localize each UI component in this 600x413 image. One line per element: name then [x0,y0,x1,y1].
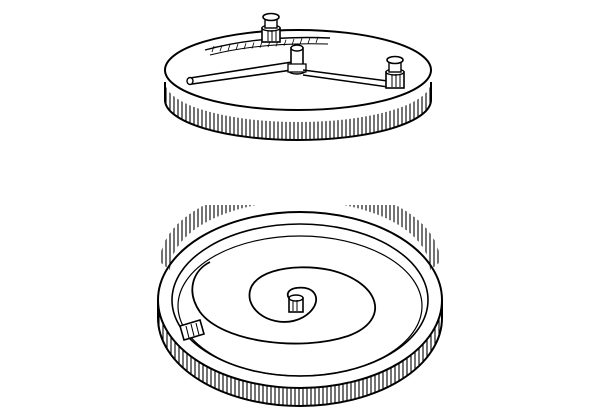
center-post [288,294,304,313]
strip-hatch-line [219,45,223,52]
strip-hatch-line [211,45,215,53]
binding-post-left [261,12,281,43]
bottom-disk-outer-rim [157,211,443,389]
top-disk [164,12,432,141]
strip-hatch-line [235,43,239,51]
strip-hatch-line [307,37,311,44]
strip-hatch-line [283,39,287,46]
binding-post-right [385,55,405,89]
strip-hatch-line [243,43,247,50]
strip-hatch-line [227,44,231,51]
strip-hatch-line [299,38,303,45]
top-disk-bottom-edge [164,99,432,141]
bottom-disk-bottom-edge [157,317,443,407]
spiral-wire [191,261,377,345]
strip-hatch-line [291,38,295,46]
bottom-disk [157,205,443,407]
connector-strip [302,69,389,88]
strip-hatch-line [251,42,255,49]
pivot-post [287,44,307,75]
wire-end-clip [179,319,205,341]
strip-hatch-line [315,36,319,44]
bottom-disk-inner-wall [161,205,439,270]
